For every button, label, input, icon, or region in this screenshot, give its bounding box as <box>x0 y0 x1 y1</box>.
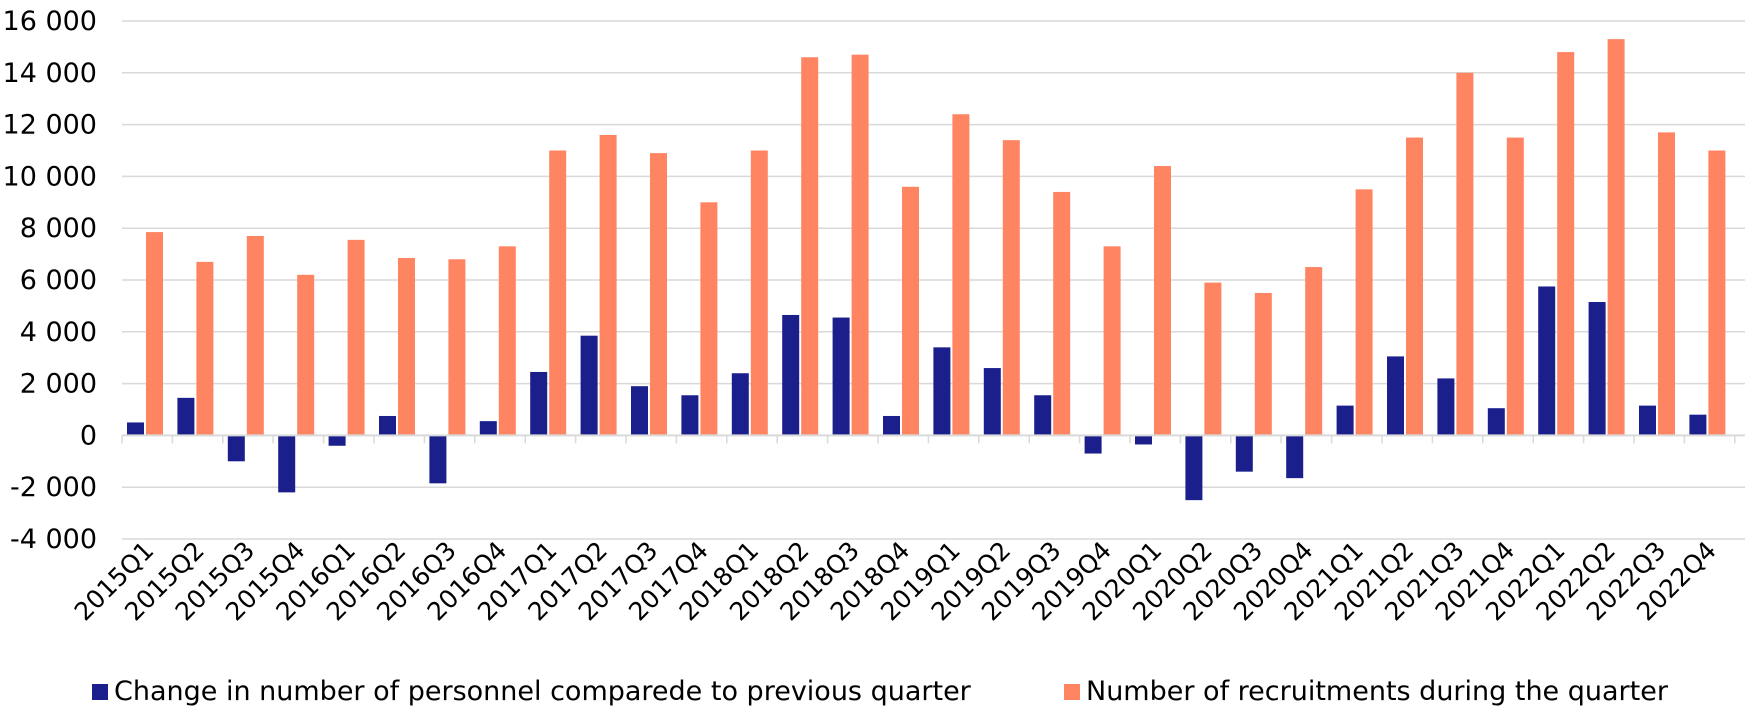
bar-personnel-change <box>1387 356 1404 436</box>
bar-recruitments <box>1557 52 1575 436</box>
bar-personnel-change <box>731 373 749 436</box>
bar-personnel-change <box>530 371 548 436</box>
bar-recruitments <box>700 202 718 436</box>
bar-recruitments <box>297 274 315 436</box>
bar-personnel-change <box>1588 302 1606 436</box>
bar-recruitments <box>498 246 516 436</box>
bar-personnel-change <box>1336 405 1354 436</box>
bar-recruitments <box>952 114 970 436</box>
bar-personnel-change <box>832 317 850 436</box>
bar-recruitments <box>347 239 365 436</box>
bar-personnel-change <box>227 435 245 462</box>
bar-personnel-change <box>1639 405 1656 436</box>
bar-personnel-change <box>1286 435 1304 479</box>
bar-recruitments <box>196 261 214 436</box>
bar-recruitments <box>599 134 617 436</box>
bar-personnel-change <box>1135 435 1152 445</box>
legend-swatch-recruitments <box>1064 683 1080 700</box>
bar-recruitments <box>549 150 567 436</box>
bar-recruitments <box>801 57 819 436</box>
y-tick-label: -2 000 <box>10 472 97 503</box>
y-tick-label: 4 000 <box>20 317 97 348</box>
legend-item-personnel-change: Change in number of personnel comparede … <box>92 676 971 707</box>
bar-recruitments <box>1456 72 1474 436</box>
bar-personnel-change <box>883 415 900 436</box>
legend-item-recruitments: Number of recruitments during the quarte… <box>1064 676 1668 707</box>
legend-swatch-personnel-change <box>92 683 108 700</box>
bar-recruitments <box>1406 137 1423 436</box>
y-tick-label: 10 000 <box>3 161 97 192</box>
legend-label-personnel-change: Change in number of personnel comparede … <box>114 676 971 707</box>
bar-personnel-change <box>983 368 1001 436</box>
y-tick-label: 16 000 <box>3 6 97 37</box>
bar-recruitments <box>650 153 667 436</box>
bar-personnel-change <box>1185 435 1203 501</box>
bar-recruitments <box>902 186 919 436</box>
y-tick-label: 8 000 <box>20 213 97 244</box>
y-tick-label: -4 000 <box>10 524 97 555</box>
bar-recruitments <box>1053 191 1071 436</box>
bar-recruitments <box>146 232 163 436</box>
bar-recruitments <box>750 150 768 436</box>
bar-personnel-change <box>177 397 195 436</box>
bar-recruitments <box>1607 39 1625 436</box>
bar-recruitments <box>1506 137 1524 436</box>
bar-recruitments <box>398 257 415 436</box>
bar-recruitments <box>1002 140 1020 436</box>
bar-recruitments <box>851 54 869 436</box>
bar-personnel-change <box>1689 414 1707 436</box>
bar-recruitments <box>448 259 466 436</box>
bar-personnel-change <box>127 422 144 436</box>
y-tick-label: 12 000 <box>3 110 97 141</box>
bar-personnel-change <box>1487 408 1505 436</box>
bar-recruitments <box>1708 150 1726 436</box>
bar-recruitments <box>1305 267 1323 436</box>
bar-personnel-change <box>1437 378 1455 436</box>
y-tick-label: 0 <box>80 420 97 451</box>
y-tick-label: 14 000 <box>3 58 97 89</box>
y-tick-label: 2 000 <box>20 369 97 400</box>
bar-personnel-change <box>278 435 296 493</box>
bar-personnel-change <box>933 347 951 436</box>
bar-personnel-change <box>782 314 800 436</box>
bar-recruitments <box>1154 166 1171 436</box>
bar-personnel-change <box>580 335 598 436</box>
bar-personnel-change <box>328 435 346 446</box>
bar-personnel-change <box>429 435 447 484</box>
bar-personnel-change <box>1034 395 1052 436</box>
bar-personnel-change <box>681 395 699 436</box>
bar-personnel-change <box>1538 286 1556 436</box>
y-tick-label: 6 000 <box>20 265 97 296</box>
bar-recruitments <box>246 235 264 436</box>
chart-plot: 16 000 14 000 12 000 10 000 8 000 6 000 4 000 2… <box>3 6 1745 626</box>
legend: Change in number of personnel comparede … <box>0 676 1745 712</box>
bar-personnel-change <box>379 415 396 436</box>
bar-recruitments <box>1254 292 1272 436</box>
bar-recruitments <box>1103 246 1121 436</box>
bar-personnel-change <box>631 386 648 436</box>
legend-label-recruitments: Number of recruitments during the quarte… <box>1086 676 1668 707</box>
bar-personnel-change <box>479 421 497 436</box>
bar-recruitments <box>1658 132 1675 436</box>
bar-personnel-change <box>1235 435 1253 472</box>
bar-recruitments <box>1355 189 1373 436</box>
bar-recruitments <box>1204 282 1222 436</box>
bar-personnel-change <box>1084 435 1102 454</box>
